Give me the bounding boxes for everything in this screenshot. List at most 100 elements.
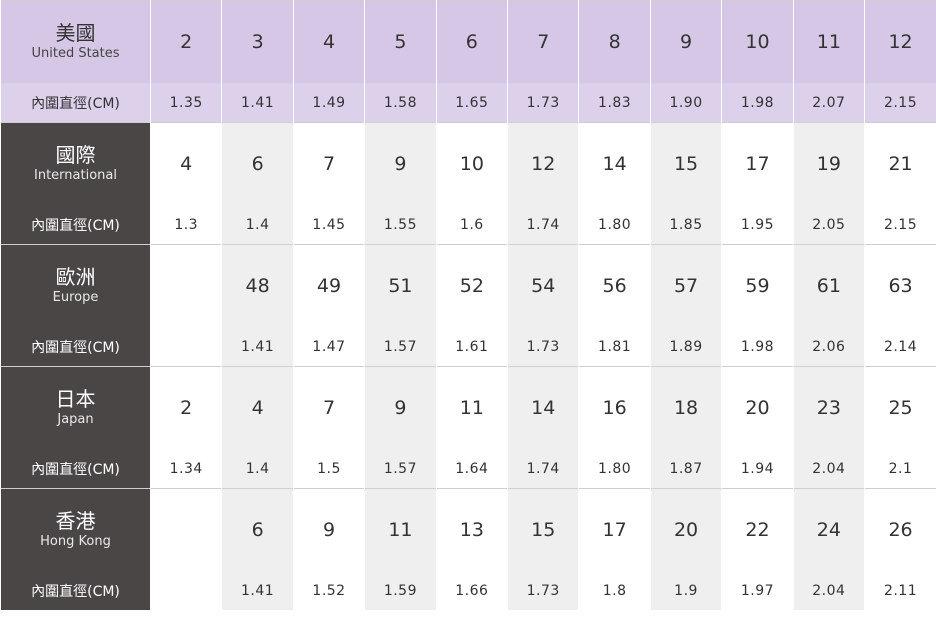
size-cell: 2 [149,0,222,83]
diameter-cell: 1.64 [435,449,508,489]
diameter-cell: 2.04 [792,571,865,610]
diameter-cell: 1.47 [292,327,365,367]
diameter-cell: 1.95 [721,205,794,245]
region-name: 國際 [55,143,96,167]
diameter-cell: 1.74 [507,449,579,489]
diameter-cell: 1.80 [578,205,651,245]
diameter-cell: 2.04 [792,449,865,489]
size-cell: 54 [507,244,579,327]
size-cell: 52 [435,244,508,327]
diameter-cell: 1.85 [649,205,722,245]
diameter-cell: 1.8 [578,571,651,610]
diameter-cell: 1.49 [292,83,365,123]
size-cell: 14 [578,122,651,205]
size-cell: 20 [721,366,794,449]
diameter-cell: 1.65 [435,83,508,123]
size-cell: 10 [721,0,794,83]
diameter-row: 內圍直徑(CM) 1.35 1.41 1.49 1.58 1.65 1.73 1.83 1.90… [0,83,936,123]
size-cell: 6 [221,122,294,205]
diameter-row: 內圍直徑(CM) 1.41 1.47 1.57 1.61 1.73 1.81 1.89 1.98… [0,327,936,367]
size-cell: 22 [721,488,794,571]
diameter-cell: 1.35 [149,83,222,123]
size-cell [149,244,222,327]
diameter-cell: 1.61 [435,327,508,367]
diameter-cell: 1.59 [364,571,437,610]
size-cell: 21 [864,122,936,205]
diameter-cell: 1.41 [221,571,294,610]
diameter-cell: 1.4 [221,449,294,489]
size-cell: 2 [149,366,222,449]
size-cell: 11 [435,366,508,449]
size-cell: 9 [364,366,437,449]
size-cell: 26 [864,488,936,571]
region-label: 美國 United States [0,0,151,83]
diameter-cell: 1.57 [364,327,437,367]
diameter-cell: 1.83 [578,83,651,123]
size-cell: 5 [364,0,437,83]
diameter-cell: 1.34 [149,449,222,489]
size-cell: 7 [292,366,365,449]
diameter-cell: 1.41 [221,327,294,367]
diameter-cell: 1.58 [364,83,437,123]
diameter-cell: 1.80 [578,449,651,489]
size-cell: 3 [221,0,294,83]
size-row: 香港 Hong Kong 6 9 11 13 15 17 20 22 24 26 [0,488,936,571]
region-name-en: United States [31,46,120,61]
diameter-cell: 1.73 [507,571,579,610]
region-name: 美國 [55,21,96,45]
size-row: 歐洲 Europe 48 49 51 52 54 56 57 59 61 63 [0,244,936,327]
size-cell: 19 [792,122,865,205]
size-cell: 6 [221,488,294,571]
size-row: 日本 Japan 2 4 7 9 11 14 16 18 20 23 25 [0,366,936,449]
size-cell: 8 [578,0,651,83]
size-cell: 4 [221,366,294,449]
size-row: 國際 International 4 6 7 9 10 12 14 15 17 19 21 [0,122,936,205]
diameter-cell: 1.5 [292,449,365,489]
region-label: 歐洲 Europe [0,244,151,327]
diameter-label: 內圍直徑(CM) [0,205,151,245]
size-cell: 51 [364,244,437,327]
diameter-cell: 2.06 [792,327,865,367]
diameter-cell: 2.14 [864,327,936,367]
size-cell: 57 [649,244,722,327]
diameter-cell: 1.97 [721,571,794,610]
region-name: 香港 [55,509,96,533]
diameter-cell: 2.11 [864,571,936,610]
size-cell: 25 [864,366,936,449]
region-label: 香港 Hong Kong [0,488,151,571]
size-cell: 20 [649,488,722,571]
size-cell: 4 [292,0,365,83]
diameter-cell [149,327,222,367]
diameter-cell: 2.15 [864,83,936,123]
diameter-cell: 2.15 [864,205,936,245]
size-cell: 9 [649,0,722,83]
size-cell: 24 [792,488,865,571]
size-cell: 61 [792,244,865,327]
size-row: 美國 United States 2 3 4 5 6 7 8 9 10 11 12 [0,0,936,83]
diameter-cell: 1.98 [721,327,794,367]
region-name-en: Europe [52,290,99,305]
diameter-cell: 1.52 [292,571,365,610]
size-cell: 11 [364,488,437,571]
region-label: 國際 International [0,122,151,205]
region-name-en: Hong Kong [40,534,111,549]
size-cell: 10 [435,122,508,205]
diameter-cell: 1.66 [435,571,508,610]
size-cell: 15 [507,488,579,571]
size-cell: 23 [792,366,865,449]
region-name: 歐洲 [55,265,96,289]
size-cell: 15 [649,122,722,205]
size-cell: 18 [649,366,722,449]
diameter-cell: 1.45 [292,205,365,245]
size-cell: 49 [292,244,365,327]
size-cell: 9 [292,488,365,571]
size-cell: 4 [149,122,222,205]
diameter-row: 內圍直徑(CM) 1.34 1.4 1.5 1.57 1.64 1.74 1.80 1.87 1.… [0,449,936,489]
size-cell: 7 [292,122,365,205]
diameter-cell: 1.74 [507,205,579,245]
diameter-cell: 1.81 [578,327,651,367]
diameter-cell [149,571,222,610]
size-cell: 59 [721,244,794,327]
